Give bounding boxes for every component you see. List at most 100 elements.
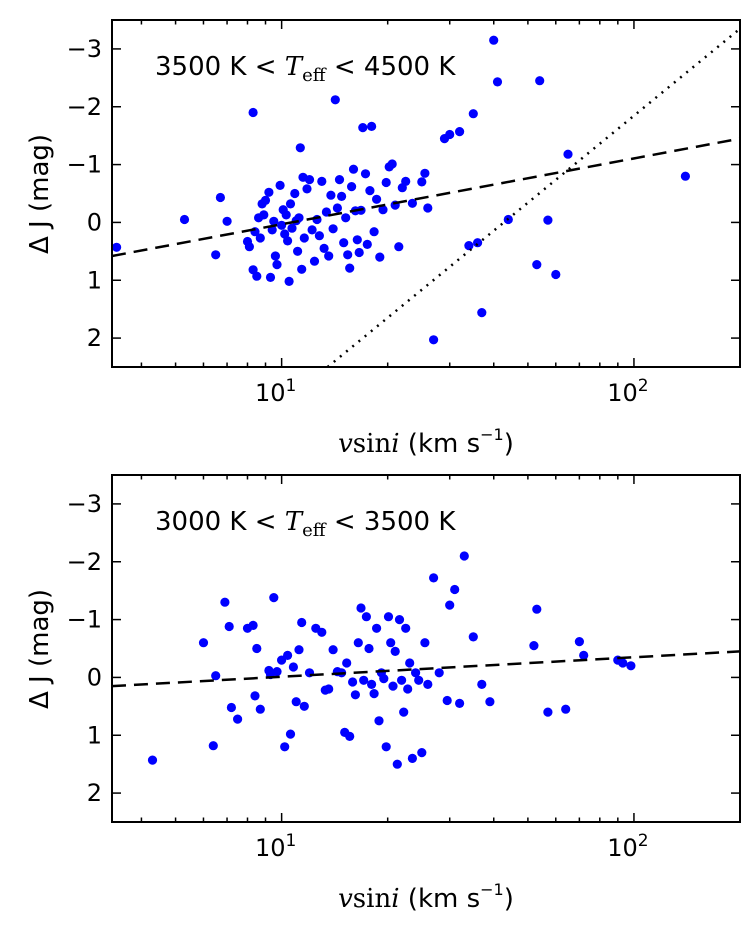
data-point — [343, 250, 353, 260]
data-point — [468, 632, 478, 642]
data-point — [324, 684, 334, 694]
data-point — [429, 573, 439, 583]
data-point — [532, 604, 542, 614]
data-point — [420, 638, 430, 648]
data-point — [319, 243, 329, 253]
bottom-fit-lines — [112, 650, 740, 688]
data-point — [294, 213, 304, 223]
dashed-line — [112, 137, 740, 258]
data-point — [285, 729, 296, 739]
data-point — [326, 190, 336, 200]
data-point — [287, 223, 297, 233]
y-tick-label: −1 — [67, 151, 102, 179]
data-point — [535, 76, 545, 86]
data-point — [492, 77, 503, 87]
top-fit-lines — [112, 27, 740, 367]
data-point — [442, 695, 452, 706]
data-point — [112, 242, 122, 252]
y-tick-label: 2 — [87, 779, 102, 807]
data-point — [272, 260, 282, 270]
data-point — [260, 195, 271, 205]
data-point — [356, 603, 366, 613]
data-point — [198, 638, 209, 648]
data-point — [390, 646, 400, 657]
data-point — [401, 176, 411, 186]
data-point — [252, 271, 262, 281]
y-tick-label: 2 — [87, 324, 102, 352]
data-point — [294, 645, 304, 655]
data-point — [281, 210, 291, 220]
y-tick-label: −2 — [67, 548, 102, 576]
data-point — [337, 191, 347, 201]
bottom-annotation: 3000 K < Teff < 3500 K — [155, 507, 456, 541]
y-tick-label: −3 — [67, 35, 102, 63]
bottom-ticks: −3 −2 −1 0 1 2 101 102 — [67, 475, 741, 862]
data-point — [341, 213, 351, 223]
data-point — [334, 175, 345, 185]
data-point — [350, 690, 360, 700]
bottom-xlabel: vsini (km s−1) — [338, 880, 514, 914]
data-point — [290, 188, 300, 199]
data-point — [358, 123, 368, 133]
data-point — [626, 661, 636, 671]
data-point — [302, 184, 312, 194]
data-point — [222, 216, 232, 226]
data-point — [485, 697, 495, 707]
data-point — [388, 681, 398, 691]
data-point — [208, 741, 218, 751]
x-tick-label: 102 — [607, 376, 648, 407]
data-point — [288, 662, 298, 672]
data-point — [579, 650, 589, 661]
data-point — [328, 645, 338, 655]
data-point — [224, 621, 234, 632]
data-point — [361, 612, 371, 622]
data-point — [369, 689, 379, 699]
data-point — [378, 205, 388, 215]
data-point — [367, 121, 377, 131]
data-point — [369, 227, 379, 237]
data-point — [328, 224, 338, 234]
y-tick-label: −3 — [67, 490, 102, 518]
data-point — [359, 675, 369, 685]
data-point — [445, 600, 455, 610]
top-ylabel: Δ J (mag) — [25, 134, 55, 254]
data-point — [297, 617, 307, 628]
data-point — [284, 276, 294, 286]
top-xlabel: vsini (km s−1) — [338, 425, 514, 459]
data-point — [304, 175, 315, 185]
data-point — [265, 272, 276, 282]
data-point — [367, 679, 377, 690]
data-point — [423, 203, 433, 213]
y-tick-label: 1 — [87, 721, 102, 749]
data-point — [529, 641, 539, 651]
data-point — [332, 203, 342, 213]
data-point — [348, 677, 358, 687]
data-point — [407, 753, 417, 764]
data-point — [489, 35, 499, 45]
data-point — [244, 242, 254, 252]
data-point — [563, 149, 573, 159]
data-point — [280, 229, 290, 239]
panel-bottom: −3 −2 −1 0 1 2 101 102 3000 K < Teff < 3500 K Δ… — [25, 474, 741, 914]
data-point — [307, 225, 317, 235]
data-point — [248, 107, 258, 118]
data-point — [394, 242, 404, 252]
y-tick-label: −1 — [67, 606, 102, 634]
data-point — [381, 742, 391, 752]
data-point — [226, 702, 236, 713]
data-point — [360, 169, 371, 179]
dotted-line — [326, 27, 740, 367]
data-point — [362, 239, 372, 249]
data-point — [317, 627, 327, 637]
data-point — [314, 231, 324, 241]
data-point — [285, 199, 296, 209]
data-point — [342, 658, 352, 668]
x-tick-label: 101 — [255, 376, 296, 407]
y-tick-label: −2 — [67, 93, 102, 121]
data-point — [255, 233, 265, 243]
panel-top: −3 −2 −1 0 1 2 101 102 3500 K < Teff < 4500 K Δ… — [25, 19, 741, 459]
top-annotation: 3500 K < Teff < 4500 K — [155, 52, 456, 86]
data-point — [399, 707, 409, 717]
data-point — [259, 210, 269, 220]
data-point — [450, 584, 460, 595]
